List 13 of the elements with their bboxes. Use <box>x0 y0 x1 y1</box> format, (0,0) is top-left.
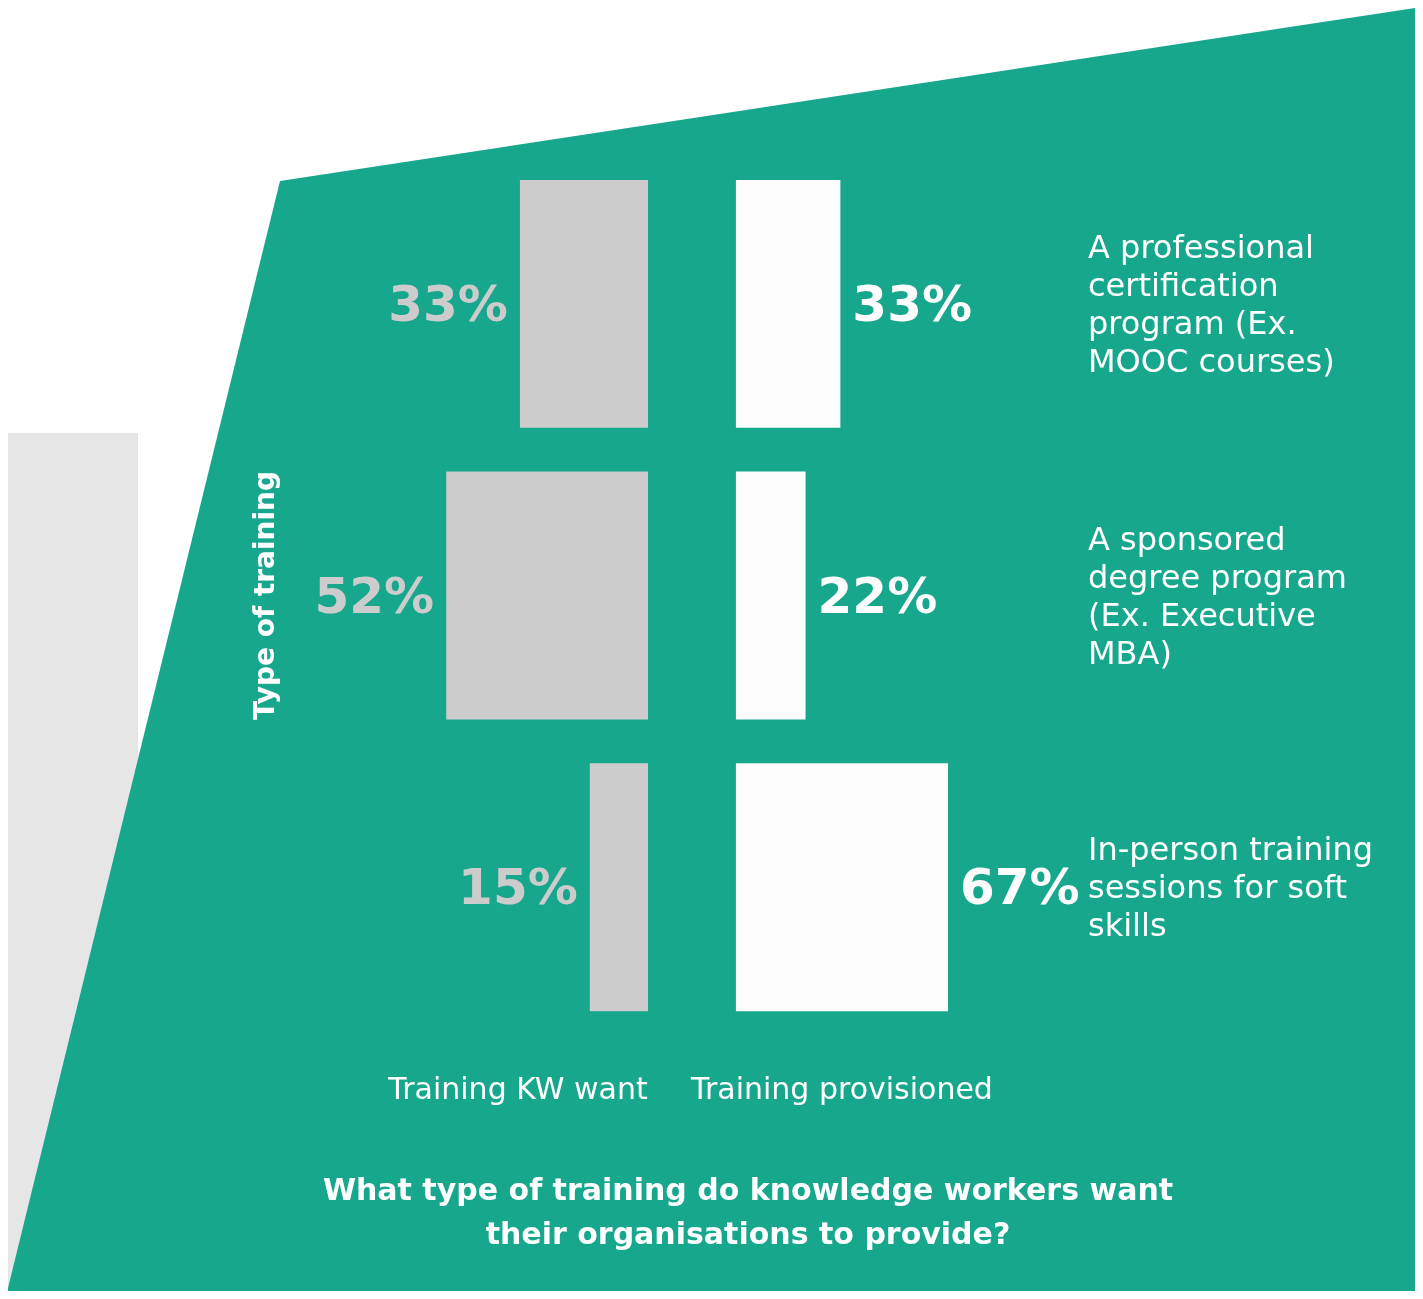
data-label: 22% <box>817 566 938 625</box>
y-tick-label: A professional certification program (Ex. MOOC courses) <box>1088 227 1335 380</box>
x-axis-title: Training provisioned <box>690 1070 993 1106</box>
y-axis-title: Type of training <box>247 470 281 721</box>
data-label: 33% <box>852 274 973 333</box>
data-label: 52% <box>314 566 435 625</box>
data-label: 33% <box>388 274 508 333</box>
y-tick-label: A sponsored degree program (Ex. Executive MBA) <box>1088 519 1358 672</box>
text: What type of training do knowledge workers want their organisations to provide? <box>321 1171 1175 1253</box>
data-label: 67% <box>960 858 1080 917</box>
y-tick-label: In-person training sessions for soft skills <box>1088 830 1384 945</box>
data-label: 15% <box>458 858 578 917</box>
x-axis-title: Training KW want <box>387 1070 648 1106</box>
